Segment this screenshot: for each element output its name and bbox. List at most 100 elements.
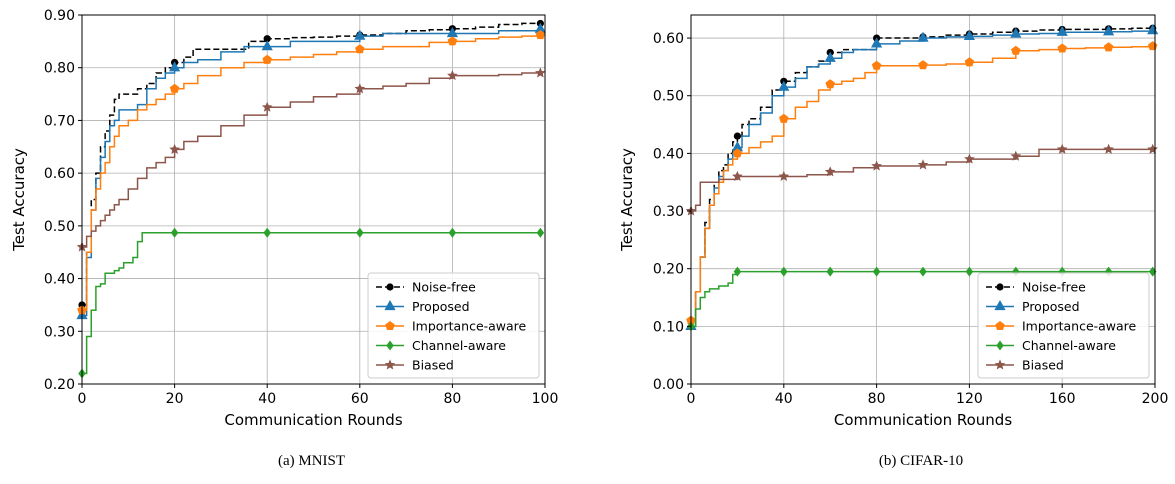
data-point: [535, 30, 546, 40]
legend-entry: Noise-free: [376, 280, 476, 295]
y-tick-label: 0.50: [44, 219, 75, 235]
data-point: [733, 266, 742, 277]
x-axis-label: Communication Rounds: [224, 411, 402, 429]
legend-marker: [384, 300, 396, 311]
series-line: [691, 270, 1153, 328]
data-point: [263, 35, 271, 43]
y-tick-label: 0.30: [44, 324, 75, 340]
data-point: [964, 153, 975, 164]
legend-marker: [994, 300, 1006, 311]
data-point: [964, 57, 975, 67]
data-point: [1010, 27, 1022, 38]
x-tick-label: 200: [1142, 391, 1169, 407]
data-point: [263, 227, 271, 238]
legend-entry: Proposed: [986, 299, 1080, 314]
data-point: [778, 170, 790, 181]
legend-label: Proposed: [1022, 299, 1080, 314]
y-axis-label: Test Accuracy: [10, 148, 28, 252]
data-point: [261, 101, 273, 112]
y-tick-label: 0.20: [653, 262, 684, 278]
data-point: [779, 113, 789, 123]
legend-entry: Channel-aware: [986, 338, 1116, 353]
legend-label: Biased: [1022, 358, 1064, 373]
legend-entry: Importance-aware: [376, 319, 527, 334]
data-point: [778, 80, 790, 91]
figure-caption: (b) CIFAR-10: [879, 453, 963, 469]
data-point: [825, 79, 835, 89]
series-biased: [685, 143, 1159, 216]
legend-label: Importance-aware: [412, 319, 527, 334]
data-point: [871, 160, 882, 171]
data-point: [732, 148, 743, 158]
data-point: [1103, 42, 1114, 52]
data-point: [733, 132, 742, 140]
legend-marker: [386, 283, 394, 291]
legend-marker: [996, 340, 1004, 351]
data-point: [918, 60, 928, 70]
data-point: [731, 141, 743, 152]
series-line: [691, 45, 1154, 322]
legend-entry: Biased: [986, 358, 1064, 373]
data-point: [780, 266, 788, 277]
chart-panel-1: 0 20 40 60 80 100 0.20 0.30 0.40 0.50 0.60 0.70 0.80…: [10, 8, 558, 469]
series-line: [82, 231, 541, 375]
data-point: [917, 31, 929, 42]
data-point: [1147, 41, 1158, 51]
legend-label: Importance-aware: [1022, 319, 1137, 334]
series-line: [82, 72, 541, 248]
y-tick-label: 0.10: [653, 319, 684, 335]
data-point: [1057, 43, 1067, 53]
data-point: [1147, 24, 1159, 35]
y-tick-label: 0.70: [44, 113, 75, 129]
data-point: [261, 40, 273, 51]
data-point: [169, 61, 181, 72]
x-tick-label: 0: [687, 391, 696, 407]
data-point: [355, 44, 365, 54]
y-tick-label: 0.40: [44, 272, 75, 288]
legend-label: Biased: [412, 358, 454, 373]
data-point: [1147, 143, 1159, 154]
x-tick-label: 40: [775, 391, 793, 407]
legend-box: [367, 272, 540, 379]
legend-label: Channel-aware: [412, 338, 506, 353]
y-tick-label: 0.80: [44, 61, 75, 77]
series-line: [691, 148, 1153, 212]
legend-entry: Proposed: [376, 299, 470, 314]
data-point: [448, 227, 457, 238]
legend-entry: Biased: [376, 358, 454, 373]
legend-marker: [995, 321, 1005, 331]
data-point: [1010, 150, 1022, 161]
figure-caption: (a) MNIST: [278, 453, 345, 469]
data-point: [536, 227, 545, 238]
legend-marker: [384, 359, 396, 370]
legend: Noise-free Proposed Importance-aware Channe…: [977, 272, 1150, 379]
series-biased: [76, 67, 546, 252]
legend-entry: Channel-aware: [376, 338, 506, 353]
series-line: [82, 35, 542, 311]
legend-marker: [996, 283, 1004, 291]
data-point: [354, 29, 366, 40]
x-tick-label: 120: [956, 391, 983, 407]
series-noise-free: [78, 19, 544, 309]
data-point: [872, 266, 881, 277]
x-tick-label: 20: [166, 391, 184, 407]
series-line: [82, 22, 541, 306]
data-point: [871, 37, 883, 48]
legend-label: Proposed: [412, 299, 470, 314]
x-tick-label: 160: [1049, 391, 1076, 407]
series-channel-aware: [78, 227, 545, 379]
data-point: [447, 70, 458, 81]
legend-marker: [386, 340, 394, 351]
data-point: [919, 266, 927, 277]
legend-entry: Noise-free: [986, 280, 1086, 295]
y-tick-label: 0.40: [653, 146, 684, 162]
data-point: [356, 227, 364, 238]
x-axis-label: Communication Rounds: [834, 411, 1012, 429]
y-tick-label: 0.00: [653, 377, 684, 393]
y-tick-label: 0.60: [653, 31, 684, 47]
legend-marker: [385, 321, 395, 331]
x-tick-label: 40: [258, 391, 276, 407]
chart-panel-2: 0 40 80 120 160 200 0.00 0.10 0.20 0.30 0.40 0.50 0.…: [618, 14, 1169, 469]
legend-marker: [994, 359, 1006, 370]
legend-label: Noise-free: [1022, 280, 1086, 295]
